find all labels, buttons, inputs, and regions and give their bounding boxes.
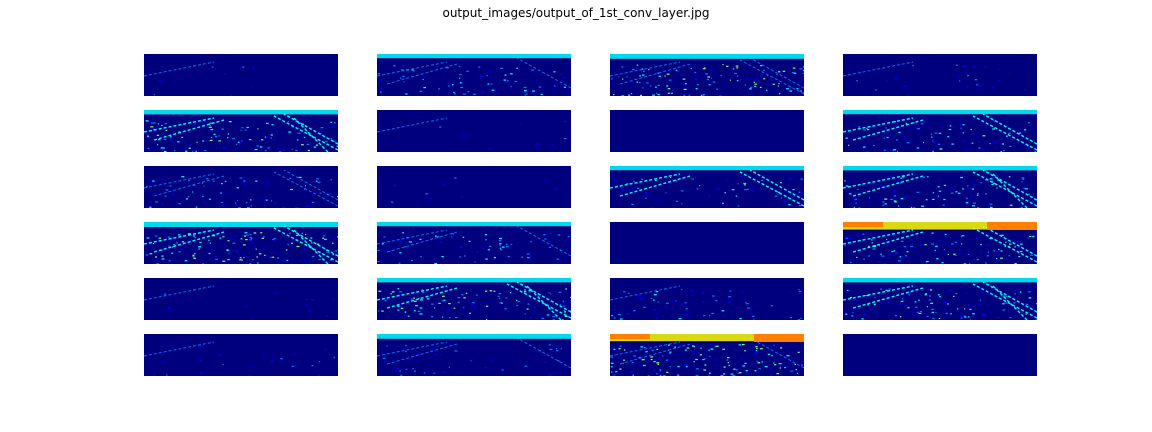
feature-map-image [377, 278, 571, 320]
feature-map-tile [843, 110, 1037, 152]
feature-map-image [843, 166, 1037, 208]
feature-map-tile [610, 222, 804, 264]
feature-map-image [843, 278, 1037, 320]
feature-map-tile [610, 54, 804, 96]
feature-map-image [843, 222, 1037, 264]
feature-map-image [391, 177, 557, 205]
feature-map-image [610, 166, 804, 208]
feature-map-tile [377, 334, 571, 376]
feature-map-tile [610, 334, 804, 376]
feature-map-image [610, 222, 804, 264]
feature-map-tile [377, 166, 571, 208]
feature-map-tile [377, 278, 571, 320]
feature-map-tile [843, 166, 1037, 208]
feature-map-image [610, 285, 802, 320]
feature-map-tile [144, 222, 338, 264]
feature-map-image [843, 61, 1027, 96]
feature-map-tile [610, 110, 804, 152]
feature-map-tile [843, 278, 1037, 320]
feature-map-tile [144, 166, 338, 208]
feature-map-tile [843, 334, 1037, 376]
feature-map-image [843, 334, 1037, 376]
feature-map-tile [377, 110, 571, 152]
feature-map-tile [843, 54, 1037, 96]
feature-map-image [377, 117, 567, 152]
feature-map-tile [377, 54, 571, 96]
feature-map-tile [843, 222, 1037, 264]
feature-map-image [144, 341, 335, 376]
feature-map-image [610, 54, 804, 96]
feature-map-image [144, 285, 335, 320]
feature-map-image [843, 110, 1037, 152]
feature-map-image [144, 110, 338, 152]
figure-title: output_images/output_of_1st_conv_layer.j… [442, 6, 710, 20]
feature-map-image [144, 222, 338, 264]
feature-map-tile [610, 278, 804, 320]
feature-map-tile [144, 54, 338, 96]
feature-map-image [610, 110, 804, 152]
feature-map-image [610, 334, 804, 376]
feature-map-image [377, 54, 571, 96]
feature-map-image [377, 334, 571, 376]
feature-map-tile [144, 110, 338, 152]
feature-map-tile [144, 278, 338, 320]
feature-map-image [377, 222, 571, 264]
feature-map-image [144, 61, 338, 96]
feature-map-tile [144, 334, 338, 376]
feature-map-image [144, 169, 338, 208]
feature-map-tile [377, 222, 571, 264]
feature-map-tile [610, 166, 804, 208]
